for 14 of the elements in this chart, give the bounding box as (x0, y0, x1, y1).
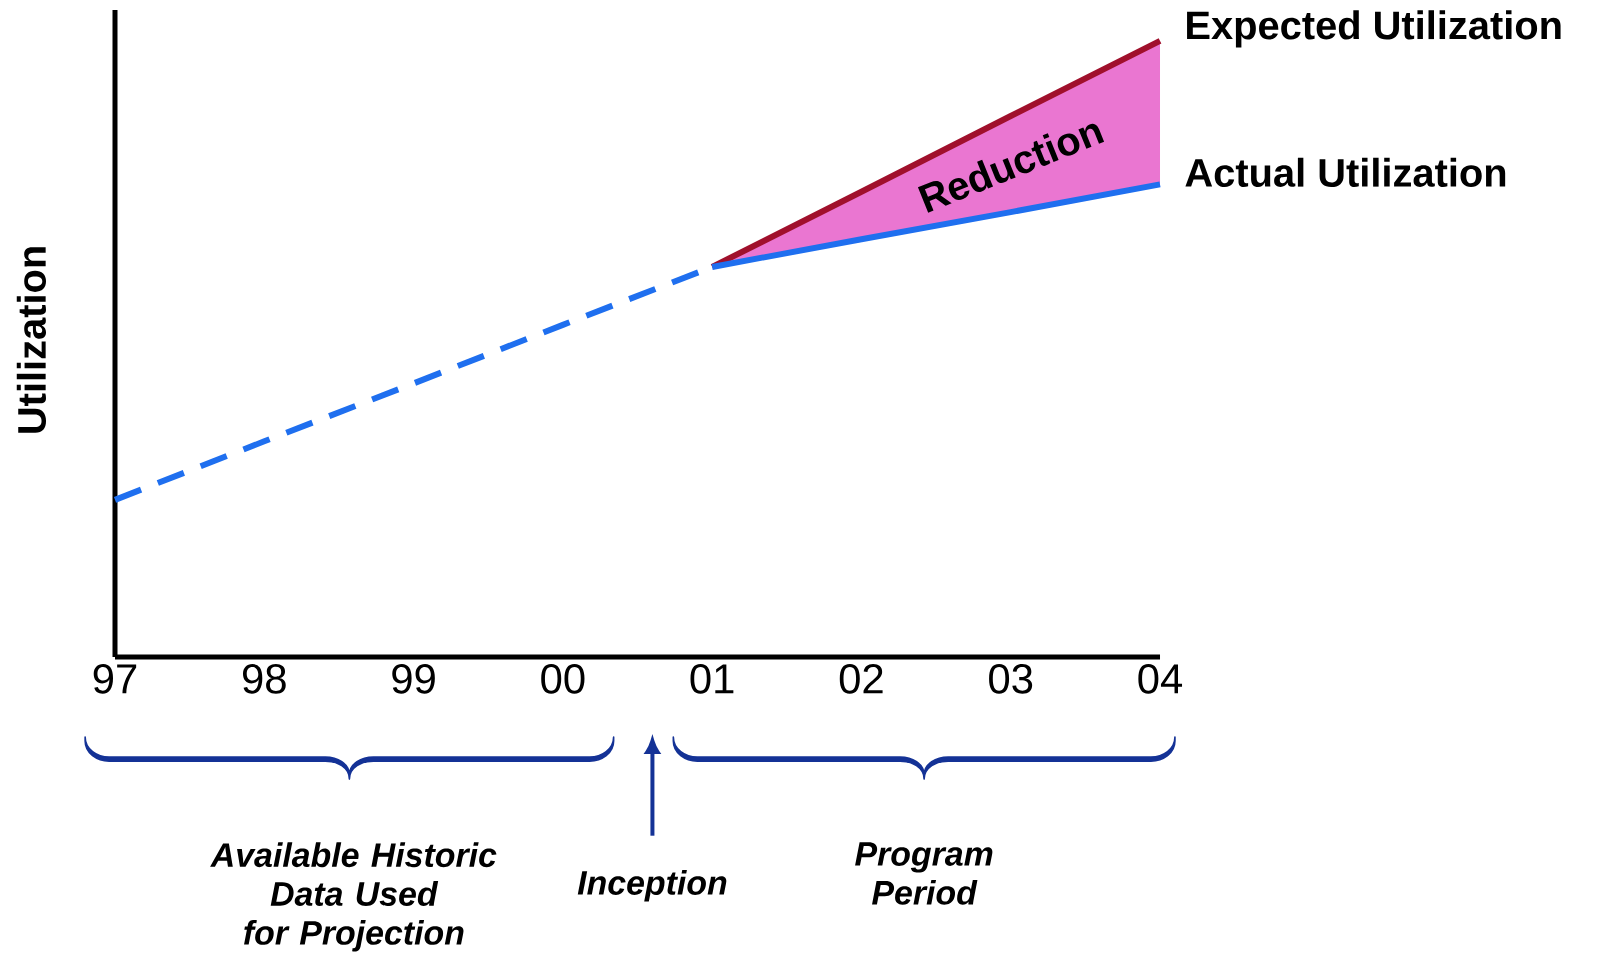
x-tick-label: 04 (1138, 664, 1183, 694)
x-tick-label: 03 (989, 664, 1033, 694)
y-axis-title: Utilization (16, 247, 47, 433)
text: Inception (577, 870, 727, 902)
x-tick-label: 98 (242, 664, 286, 694)
x-tick-label: 97 (93, 664, 137, 694)
text: Program Period (855, 842, 993, 905)
text: Available Historic Data Used for Projection (210, 842, 497, 952)
x-tick-label: 02 (839, 664, 883, 694)
series-label: Expected Utilization (1187, 10, 1561, 48)
x-tick-label: 99 (392, 664, 435, 694)
series-label: Actual Utilization (1185, 157, 1506, 187)
x-tick-label: 00 (541, 664, 585, 694)
x-tick-label: 01 (690, 664, 734, 694)
